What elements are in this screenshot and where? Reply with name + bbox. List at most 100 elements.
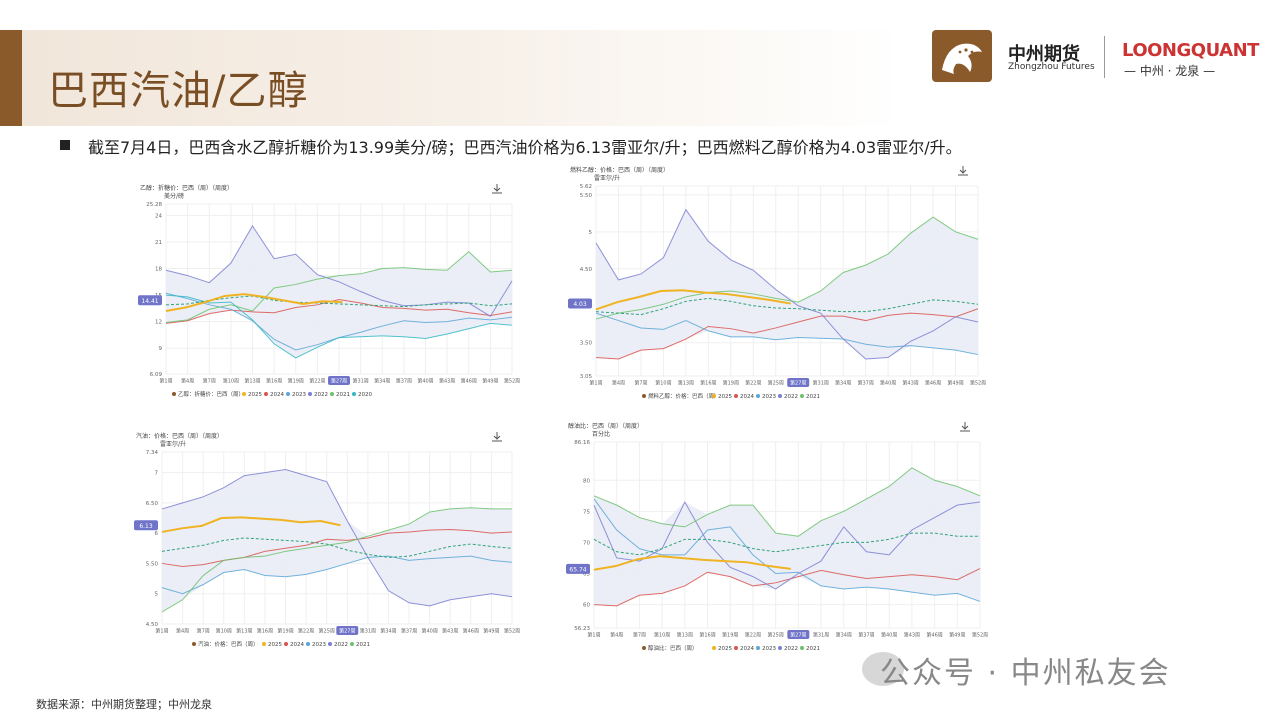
legend-label: 2025 xyxy=(718,646,732,652)
x-tick-label: 第16周 xyxy=(257,628,273,635)
y-tick-label: 6.50 xyxy=(146,501,159,507)
legend-label: 2025 xyxy=(248,392,262,398)
download-arrow xyxy=(958,166,968,176)
x-tick-label: 第4周 xyxy=(176,628,189,635)
legend-label: 2023 xyxy=(762,394,776,400)
logo-divider xyxy=(1104,36,1105,78)
legend-label: 2021 xyxy=(336,392,350,398)
current-value-tag xyxy=(566,563,590,574)
legend-marker xyxy=(328,642,332,646)
series-line-2021 xyxy=(593,467,981,537)
current-value-label: 65.74 xyxy=(569,566,586,573)
x-tick-label: 第16周 xyxy=(266,378,282,385)
legend-marker xyxy=(734,394,738,398)
legend-marker xyxy=(800,394,804,398)
x-tick-label: 第7周 xyxy=(197,628,210,635)
x-tick-label: 第52周 xyxy=(504,628,520,635)
current-week-marker xyxy=(328,376,350,385)
x-tick-label: 第22周 xyxy=(309,378,325,385)
loongquant-cn-text: — 中州 · 龙泉 — xyxy=(1124,64,1216,78)
y-tick-label: 3.05 xyxy=(580,374,593,380)
x-tick-label: 第13周 xyxy=(678,380,694,387)
current-week-marker xyxy=(787,378,810,387)
x-tick-label: 第25周 xyxy=(319,628,335,635)
legend-marker xyxy=(756,646,760,650)
watermark-text: 公众号 · 中州私友会 xyxy=(880,656,1171,691)
y-tick-label: 5.50 xyxy=(146,561,159,567)
x-tick-label: 第46周 xyxy=(461,378,477,385)
download-icon[interactable] xyxy=(492,184,502,194)
series-line-2024 xyxy=(165,298,513,324)
download-icon[interactable] xyxy=(960,422,970,432)
x-tick-label: 第43周 xyxy=(439,378,455,385)
legend-label: 2025 xyxy=(268,642,282,648)
current-value-label: 6.13 xyxy=(139,523,153,530)
x-tick-label: 第46周 xyxy=(463,628,479,635)
legend-label: 2024 xyxy=(290,642,304,648)
series-line-2022 xyxy=(161,469,513,607)
current-value-tag xyxy=(134,520,158,531)
y-tick-label: 12 xyxy=(155,320,162,326)
x-tick-label: 第10周 xyxy=(216,628,232,635)
download-arrow xyxy=(960,422,970,432)
y-tick-label: 75 xyxy=(583,509,590,515)
x-tick-label: 第10周 xyxy=(655,380,671,387)
series-line-2021 xyxy=(165,250,513,324)
chart-svg: 乙醇：折糖价：巴西（周）（周度）美分/磅25.28242118151296.09… xyxy=(138,184,520,398)
y-tick-label: 56.23 xyxy=(574,626,590,632)
x-tick-label: 第34周 xyxy=(835,380,851,387)
x-tick-label: 第13周 xyxy=(244,378,260,385)
download-icon[interactable] xyxy=(958,166,968,176)
chart-svg: 燃料乙醇：价格：巴西（周）（周度）雷亚尔/升5.625.5054.5043.50… xyxy=(568,166,986,400)
y-tick-label: 25.28 xyxy=(146,202,162,208)
range-band xyxy=(166,225,512,358)
legend-marker xyxy=(262,642,266,646)
y-tick-label: 6 xyxy=(155,531,159,537)
logo-cn-text: 中州期货 xyxy=(1008,44,1080,65)
legend-label: 汽油：价格：巴西（周） xyxy=(198,640,259,648)
title-banner xyxy=(22,30,1280,126)
x-tick-label: 第4周 xyxy=(610,632,623,639)
loongquant-logo-text: LOONGQUANT xyxy=(1122,40,1259,61)
legend-label: 2021 xyxy=(806,394,820,400)
average-line xyxy=(593,532,980,556)
x-tick-label: 第52周 xyxy=(972,632,988,639)
y-tick-label: 65 xyxy=(583,571,590,577)
legend-marker xyxy=(284,642,288,646)
y-tick-label: 4.50 xyxy=(146,622,159,628)
chart-title: 乙醇：折糖价：巴西（周）（周度） xyxy=(140,184,233,192)
legend-label: 燃料乙醇：价格：巴西（周） xyxy=(648,392,720,400)
chart-ethanol-gasoline-ratio: 醇油比：巴西（周）（周度） 百分比 86.16 80 75 70 65 60 56.23 65.7… xyxy=(564,416,988,658)
chart-unit: 百分比 xyxy=(592,430,610,438)
range-band xyxy=(596,209,978,359)
legend-label: 2024 xyxy=(740,394,754,400)
series-line-2021 xyxy=(161,507,512,613)
legend-label: 2023 xyxy=(312,642,326,648)
legend-marker xyxy=(350,642,354,646)
data-source: 数据来源：中州期货整理；中州龙泉 xyxy=(36,698,212,711)
series-line-2021 xyxy=(595,216,979,320)
legend-marker xyxy=(172,392,176,396)
x-tick-label: 第46周 xyxy=(925,380,941,387)
download-icon[interactable] xyxy=(492,432,502,442)
legend-marker xyxy=(712,394,716,398)
chart-unit: 雷亚尔/升 xyxy=(160,440,186,448)
bullet-square-icon xyxy=(60,140,70,150)
x-tick-label: 第16周 xyxy=(699,632,715,639)
zhongzhou-logo-icon xyxy=(932,30,992,82)
series-line-2024 xyxy=(593,568,981,607)
x-tick-label: 第19周 xyxy=(288,378,304,385)
range-band xyxy=(594,467,980,606)
x-tick-label: 第31周 xyxy=(360,628,376,635)
x-tick-label: 第37周 xyxy=(396,378,412,385)
chart-gasoline-price: 汽油：价格：巴西（周）（周度） 雷亚尔/升 7.34 7 6.50 6 5.50 5 4.50 6… xyxy=(132,426,520,654)
legend-marker xyxy=(264,392,268,396)
x-tick-label: 第7周 xyxy=(634,380,647,387)
x-tick-label: 第34周 xyxy=(836,632,852,639)
x-tick-label: 第4周 xyxy=(612,380,625,387)
series-line-2025 xyxy=(595,289,791,311)
x-tick-label: 第1周 xyxy=(587,632,600,639)
legend-label: 2023 xyxy=(762,646,776,652)
legend-marker xyxy=(778,394,782,398)
